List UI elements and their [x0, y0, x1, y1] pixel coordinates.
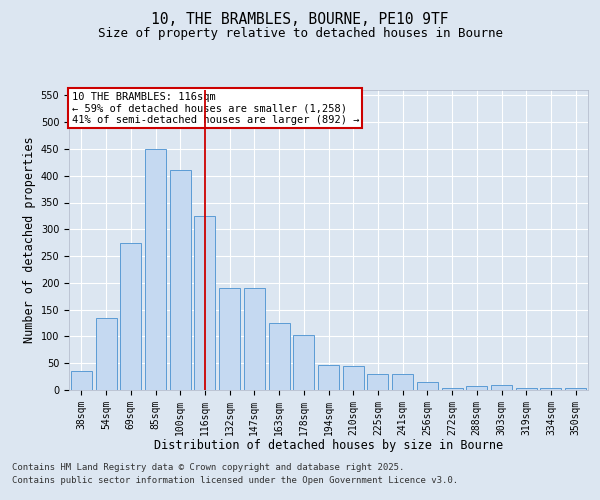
Bar: [343, 366, 364, 390]
Text: Contains HM Land Registry data © Crown copyright and database right 2025.: Contains HM Land Registry data © Crown c…: [12, 462, 404, 471]
Bar: [170, 170, 191, 390]
Bar: [466, 386, 487, 390]
Bar: [367, 374, 388, 390]
Text: Size of property relative to detached houses in Bourne: Size of property relative to detached ho…: [97, 28, 503, 40]
Bar: [244, 288, 265, 390]
Bar: [442, 388, 463, 390]
Bar: [120, 242, 141, 390]
Bar: [516, 388, 537, 390]
Bar: [293, 335, 314, 390]
Bar: [417, 382, 438, 390]
Bar: [541, 388, 562, 390]
Y-axis label: Number of detached properties: Number of detached properties: [23, 136, 37, 344]
Bar: [318, 365, 339, 390]
Text: 10 THE BRAMBLES: 116sqm
← 59% of detached houses are smaller (1,258)
41% of semi: 10 THE BRAMBLES: 116sqm ← 59% of detache…: [71, 92, 359, 124]
Bar: [71, 371, 92, 390]
Bar: [145, 149, 166, 390]
Bar: [269, 323, 290, 390]
Bar: [95, 318, 116, 390]
Text: Contains public sector information licensed under the Open Government Licence v3: Contains public sector information licen…: [12, 476, 458, 485]
Bar: [491, 384, 512, 390]
Bar: [565, 388, 586, 390]
Bar: [194, 216, 215, 390]
Text: 10, THE BRAMBLES, BOURNE, PE10 9TF: 10, THE BRAMBLES, BOURNE, PE10 9TF: [151, 12, 449, 28]
X-axis label: Distribution of detached houses by size in Bourne: Distribution of detached houses by size …: [154, 439, 503, 452]
Bar: [219, 288, 240, 390]
Bar: [392, 374, 413, 390]
